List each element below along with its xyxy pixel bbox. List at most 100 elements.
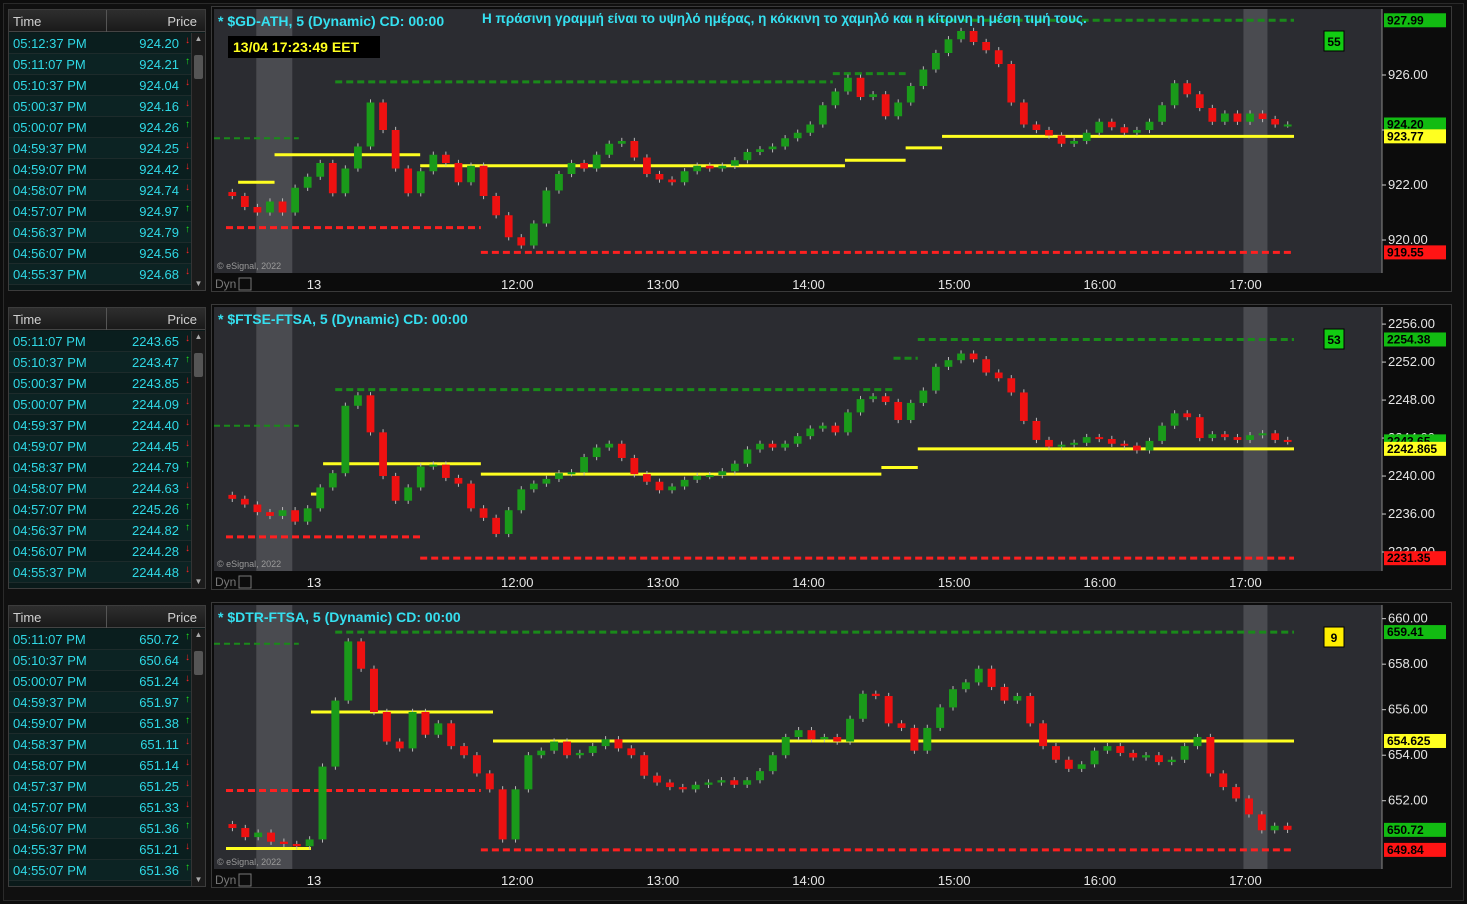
- candle-down[interactable]: [643, 474, 651, 482]
- candle-down[interactable]: [1033, 125, 1041, 131]
- scroll-thumb[interactable]: [194, 651, 203, 675]
- candle-down[interactable]: [1108, 122, 1116, 128]
- candle-down[interactable]: [656, 482, 664, 491]
- candle-down[interactable]: [1065, 760, 1073, 769]
- candle-up[interactable]: [949, 689, 957, 707]
- candle-down[interactable]: [1259, 114, 1267, 120]
- candle-up[interactable]: [819, 426, 827, 429]
- table-row[interactable]: 04:55:07 PM 651.36 ↑: [9, 860, 193, 881]
- candle-up[interactable]: [919, 70, 927, 87]
- candle-down[interactable]: [455, 163, 463, 182]
- scrollbar[interactable]: ▲ ▼: [191, 629, 205, 886]
- candle-up[interactable]: [329, 473, 337, 487]
- candle-up[interactable]: [957, 354, 965, 361]
- candle-up[interactable]: [859, 694, 867, 719]
- candle-up[interactable]: [869, 396, 877, 399]
- candle-down[interactable]: [1039, 723, 1047, 746]
- time-and-sales-panel-dtr[interactable]: Time Price 05:11:07 PM 650.72 ↑ 05:10:37 PM 65…: [8, 605, 206, 887]
- table-row[interactable]: 05:00:07 PM 2244.09 ↓: [9, 394, 193, 415]
- candle-up[interactable]: [550, 742, 558, 751]
- candle-down[interactable]: [988, 669, 996, 687]
- table-row[interactable]: 04:55:37 PM 2244.48 ↓: [9, 562, 193, 583]
- candle-down[interactable]: [267, 833, 275, 842]
- candle-up[interactable]: [593, 155, 601, 169]
- candle-up[interactable]: [417, 467, 425, 488]
- candle-down[interactable]: [367, 395, 375, 432]
- candle-up[interactable]: [718, 166, 726, 169]
- candle-up[interactable]: [744, 152, 752, 160]
- candle-up[interactable]: [718, 471, 726, 475]
- candle-up[interactable]: [1091, 751, 1099, 765]
- candle-up[interactable]: [543, 479, 551, 484]
- candle-up[interactable]: [756, 771, 764, 780]
- candle-down[interactable]: [1234, 437, 1242, 440]
- column-divider[interactable]: [106, 10, 107, 32]
- candle-up[interactable]: [537, 751, 545, 756]
- candle-up[interactable]: [331, 701, 339, 767]
- candle-down[interactable]: [1045, 440, 1053, 447]
- candle-down[interactable]: [1221, 434, 1229, 437]
- candle-up[interactable]: [706, 475, 714, 477]
- candle-down[interactable]: [1183, 83, 1191, 94]
- candle-up[interactable]: [857, 399, 865, 412]
- candle-down[interactable]: [769, 444, 777, 448]
- table-row[interactable]: 04:58:07 PM 2244.63 ↓: [9, 478, 193, 499]
- candle-down[interactable]: [1007, 378, 1015, 392]
- candle-down[interactable]: [442, 155, 450, 163]
- candle-down[interactable]: [492, 196, 500, 215]
- candle-down[interactable]: [1052, 746, 1060, 760]
- scroll-up-icon[interactable]: ▲: [192, 629, 205, 641]
- table-row[interactable]: 04:56:37 PM 924.79 ↑: [9, 222, 193, 243]
- candle-up[interactable]: [618, 141, 626, 144]
- candle-down[interactable]: [404, 169, 412, 194]
- candle-up[interactable]: [806, 125, 814, 133]
- candle-down[interactable]: [517, 237, 525, 245]
- candle-down[interactable]: [1095, 437, 1103, 439]
- candle-up[interactable]: [576, 753, 584, 755]
- table-row[interactable]: 04:59:37 PM 924.25 ↓: [9, 138, 193, 159]
- candle-up[interactable]: [907, 86, 915, 103]
- candle-down[interactable]: [228, 192, 236, 196]
- candle-down[interactable]: [396, 742, 404, 749]
- scroll-up-icon[interactable]: ▲: [192, 33, 205, 45]
- candle-down[interactable]: [679, 787, 687, 789]
- candle-down[interactable]: [970, 354, 978, 360]
- candle-up[interactable]: [279, 510, 287, 516]
- candle-up[interactable]: [1142, 755, 1150, 757]
- candle-down[interactable]: [1284, 826, 1292, 830]
- candle-up[interactable]: [769, 147, 777, 150]
- candle-down[interactable]: [473, 755, 481, 773]
- table-row[interactable]: 05:12:37 PM 924.20 ↓: [9, 33, 193, 54]
- scroll-down-icon[interactable]: ▼: [192, 576, 205, 588]
- candle-down[interactable]: [1219, 773, 1227, 787]
- chart-svg[interactable]: 660.00 658.00 656.00 654.00 652.00 659.41 654.…: [212, 603, 1453, 889]
- candle-up[interactable]: [568, 163, 576, 174]
- candle-down[interactable]: [499, 789, 507, 839]
- candle-up[interactable]: [1158, 105, 1166, 122]
- candle-down[interactable]: [882, 396, 890, 402]
- candle-down[interactable]: [653, 776, 661, 783]
- candle-up[interactable]: [417, 171, 425, 193]
- candle-up[interactable]: [316, 487, 324, 508]
- candle-up[interactable]: [781, 138, 789, 146]
- candle-up[interactable]: [962, 682, 970, 689]
- candle-down[interactable]: [392, 476, 400, 501]
- candle-down[interactable]: [447, 723, 455, 746]
- candle-down[interactable]: [392, 130, 400, 169]
- candle-down[interactable]: [280, 842, 288, 844]
- candle-up[interactable]: [1171, 413, 1179, 425]
- candle-up[interactable]: [1095, 122, 1103, 133]
- candle-down[interactable]: [1020, 392, 1028, 420]
- candle-up[interactable]: [1284, 125, 1292, 127]
- candle-up[interactable]: [820, 737, 828, 739]
- candle-up[interactable]: [907, 403, 915, 420]
- table-row[interactable]: 04:58:37 PM 2244.79 ↑: [9, 457, 193, 478]
- candle-up[interactable]: [945, 360, 953, 367]
- candle-up[interactable]: [1171, 83, 1179, 105]
- table-row[interactable]: 04:59:07 PM 924.42 ↓: [9, 159, 193, 180]
- candle-up[interactable]: [266, 202, 274, 213]
- table-row[interactable]: 04:56:37 PM 2244.82 ↑: [9, 520, 193, 541]
- candle-up[interactable]: [932, 53, 940, 70]
- table-row[interactable]: 04:57:07 PM 924.97 ↑: [9, 201, 193, 222]
- candle-up[interactable]: [731, 464, 739, 472]
